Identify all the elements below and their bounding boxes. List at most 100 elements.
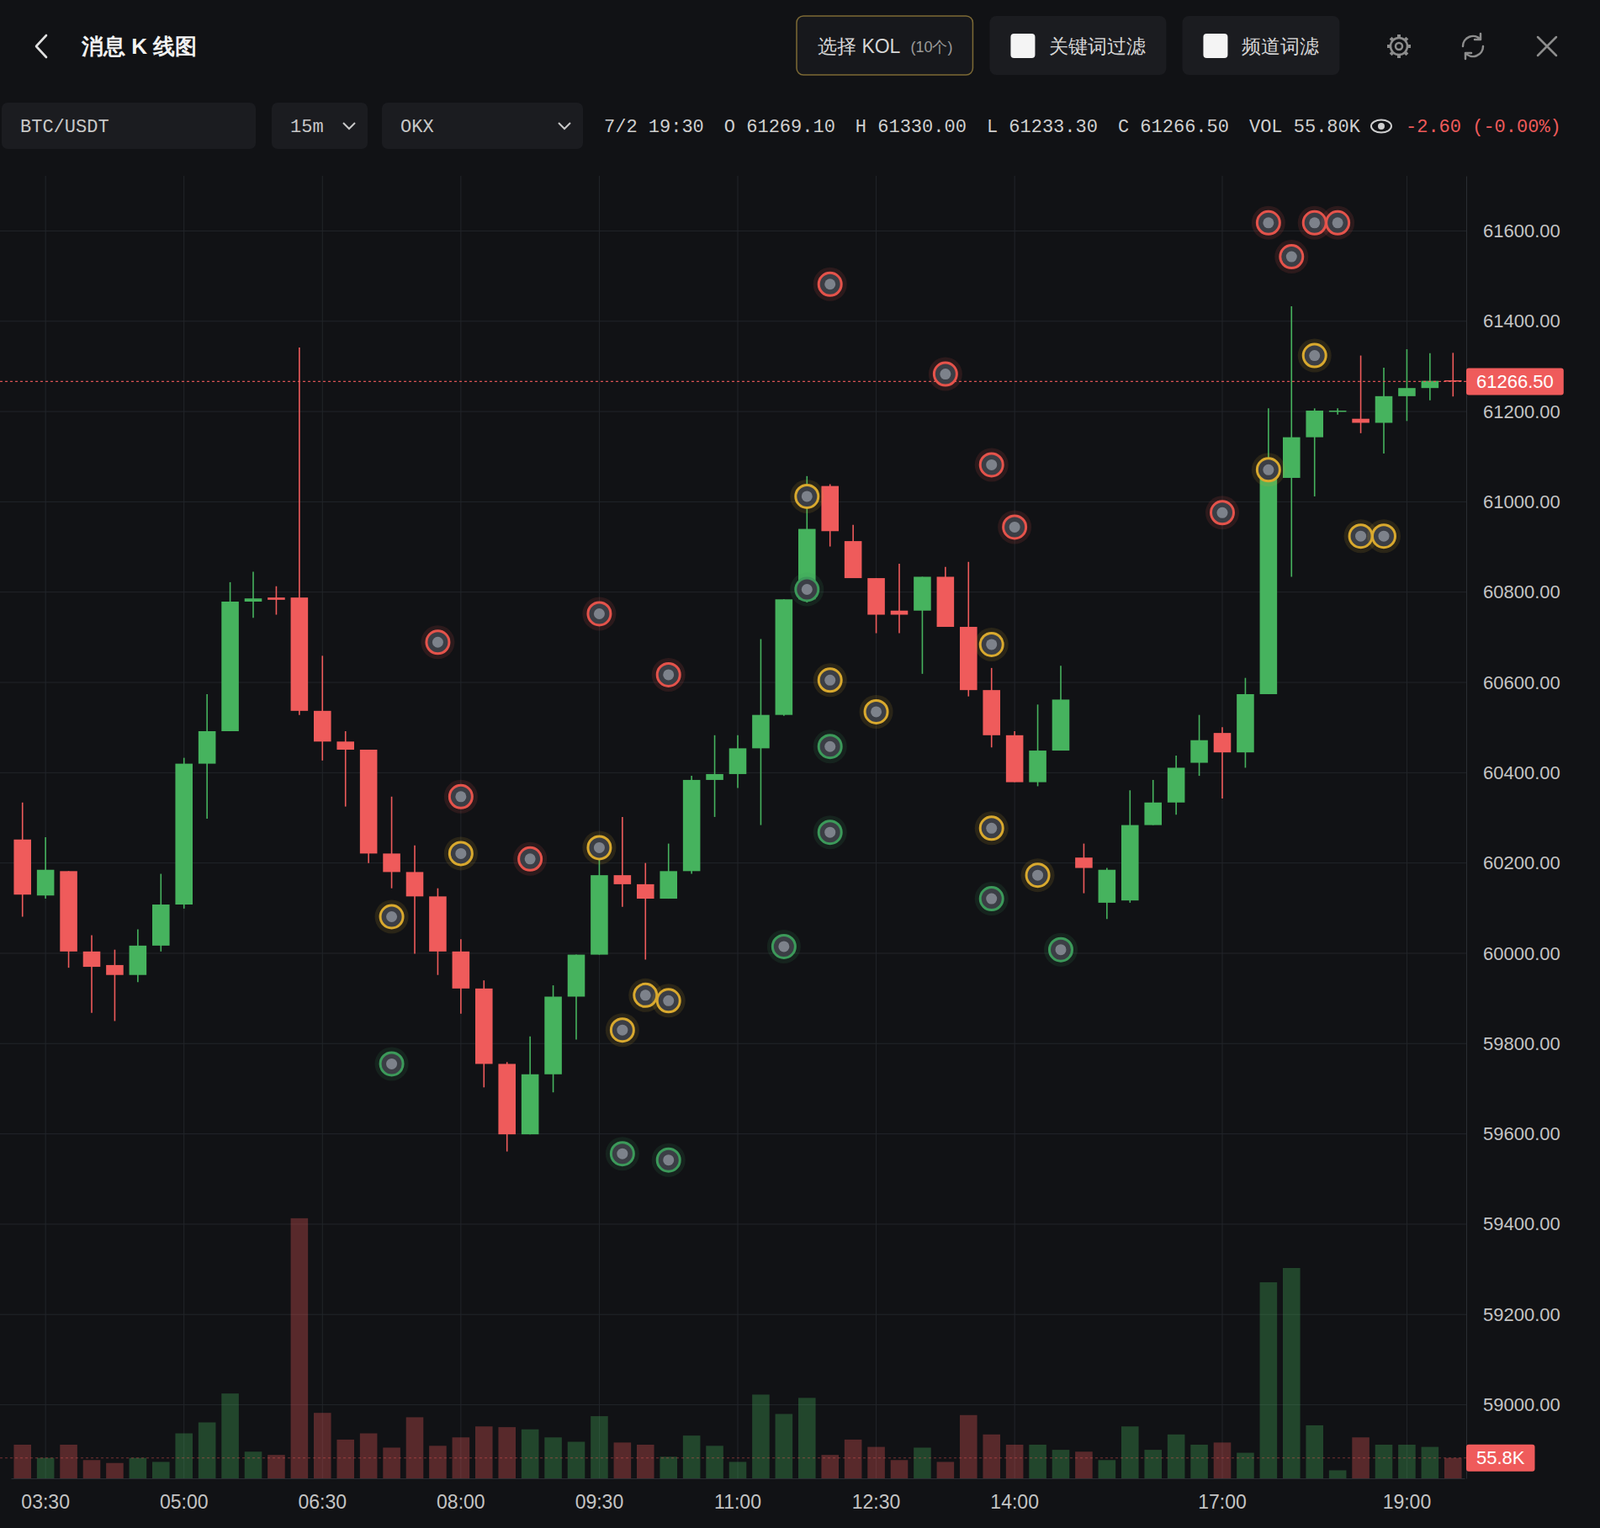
message-marker[interactable]: [813, 267, 848, 302]
message-marker[interactable]: [375, 1046, 409, 1081]
marker-avatar-face[interactable]: [985, 638, 997, 650]
message-marker[interactable]: [444, 836, 478, 870]
marker-halo[interactable]: [997, 509, 1032, 544]
message-marker[interactable]: [767, 929, 801, 964]
marker-halo[interactable]: [1251, 206, 1286, 240]
message-marker[interactable]: [974, 627, 1009, 662]
marker-avatar-face[interactable]: [870, 705, 882, 717]
marker-avatar-face[interactable]: [593, 842, 605, 853]
select-frame[interactable]: [271, 102, 368, 149]
marker-halo[interactable]: [1366, 519, 1401, 553]
marker-avatar-face[interactable]: [1262, 464, 1274, 476]
marker-avatar[interactable]: [656, 1148, 680, 1171]
marker-avatar[interactable]: [818, 668, 842, 692]
message-marker[interactable]: [444, 779, 478, 814]
message-marker[interactable]: [420, 625, 455, 659]
marker-avatar-face[interactable]: [386, 911, 398, 922]
message-marker[interactable]: [651, 1143, 686, 1177]
marker-avatar-face[interactable]: [455, 847, 467, 859]
kol-button-frame[interactable]: [796, 15, 973, 75]
marker-halo[interactable]: [444, 836, 478, 870]
marker-avatar[interactable]: [772, 934, 795, 958]
eye-pupil[interactable]: [1377, 122, 1385, 130]
message-marker[interactable]: [1251, 206, 1286, 240]
back-button[interactable]: [36, 35, 47, 58]
kol-button-label[interactable]: 选择 KOL: [817, 35, 901, 58]
message-marker[interactable]: [813, 662, 848, 697]
marker-halo[interactable]: [513, 842, 547, 876]
message-marker[interactable]: [1366, 519, 1401, 553]
marker-avatar[interactable]: [1326, 211, 1350, 234]
marker-halo[interactable]: [651, 657, 686, 692]
message-marker[interactable]: [1274, 239, 1309, 274]
marker-avatar-face[interactable]: [1286, 251, 1298, 263]
marker-avatar[interactable]: [1303, 344, 1326, 367]
marker-avatar[interactable]: [1049, 937, 1073, 961]
marker-avatar[interactable]: [1026, 863, 1050, 887]
marker-avatar-face[interactable]: [801, 490, 813, 502]
eye-outline[interactable]: [1371, 120, 1392, 133]
marker-halo[interactable]: [605, 1012, 640, 1047]
marker-halo[interactable]: [767, 929, 801, 964]
marker-halo[interactable]: [789, 479, 824, 514]
marker-halo[interactable]: [582, 596, 616, 631]
marker-avatar-face[interactable]: [616, 1148, 628, 1160]
message-marker[interactable]: [789, 479, 824, 514]
marker-avatar-face[interactable]: [616, 1024, 628, 1036]
marker-avatar-face[interactable]: [455, 790, 467, 802]
marker-avatar-face[interactable]: [1055, 943, 1067, 955]
marker-avatar-face[interactable]: [1009, 521, 1021, 533]
marker-avatar-face[interactable]: [1217, 507, 1229, 519]
marker-halo[interactable]: [1274, 239, 1309, 274]
marker-avatar-face[interactable]: [1262, 217, 1274, 228]
marker-avatar-face[interactable]: [1032, 869, 1044, 881]
marker-avatar[interactable]: [864, 699, 888, 723]
marker-halo[interactable]: [1021, 858, 1055, 892]
marker-halo[interactable]: [1320, 206, 1355, 240]
message-marker[interactable]: [813, 729, 848, 763]
marker-halo[interactable]: [974, 627, 1009, 662]
message-marker[interactable]: [1043, 932, 1078, 967]
marker-halo[interactable]: [1043, 932, 1078, 967]
marker-avatar[interactable]: [1280, 245, 1304, 269]
filter-frame[interactable]: [989, 15, 1166, 75]
marker-avatar[interactable]: [980, 816, 1003, 840]
marker-avatar-face[interactable]: [778, 940, 790, 952]
marker-avatar[interactable]: [1256, 458, 1280, 482]
select-value[interactable]: 15m: [290, 116, 324, 138]
marker-avatar[interactable]: [449, 842, 472, 865]
marker-avatar[interactable]: [818, 272, 842, 296]
marker-avatar[interactable]: [449, 784, 472, 808]
marker-avatar-face[interactable]: [939, 368, 951, 380]
message-marker[interactable]: [789, 572, 824, 606]
marker-halo[interactable]: [928, 357, 963, 392]
message-marker[interactable]: [1251, 452, 1286, 487]
marker-avatar[interactable]: [795, 484, 819, 508]
marker-avatar[interactable]: [980, 453, 1003, 477]
marker-avatar-face[interactable]: [524, 852, 536, 864]
marker-avatar-face[interactable]: [593, 608, 605, 620]
message-marker[interactable]: [997, 509, 1032, 544]
marker-halo[interactable]: [789, 572, 824, 606]
marker-avatar-face[interactable]: [662, 1154, 674, 1166]
select-frame[interactable]: [1, 102, 256, 149]
message-marker[interactable]: [813, 815, 848, 849]
marker-avatar[interactable]: [1372, 524, 1396, 548]
marker-avatar-face[interactable]: [985, 822, 997, 834]
marker-halo[interactable]: [813, 662, 848, 697]
marker-avatar[interactable]: [1256, 211, 1280, 234]
message-marker[interactable]: [582, 830, 616, 864]
marker-avatar-face[interactable]: [824, 278, 836, 290]
marker-avatar[interactable]: [610, 1142, 634, 1166]
marker-halo[interactable]: [813, 729, 848, 763]
marker-avatar[interactable]: [1211, 501, 1235, 525]
message-marker[interactable]: [974, 447, 1009, 482]
checkbox[interactable]: [1010, 33, 1035, 59]
marker-avatar[interactable]: [656, 989, 680, 1012]
marker-halo[interactable]: [974, 810, 1009, 845]
message-marker[interactable]: [859, 694, 894, 729]
marker-avatar-face[interactable]: [386, 1058, 398, 1070]
message-marker[interactable]: [1205, 495, 1240, 530]
marker-avatar[interactable]: [818, 821, 842, 844]
visibility-toggle[interactable]: [1371, 120, 1392, 133]
